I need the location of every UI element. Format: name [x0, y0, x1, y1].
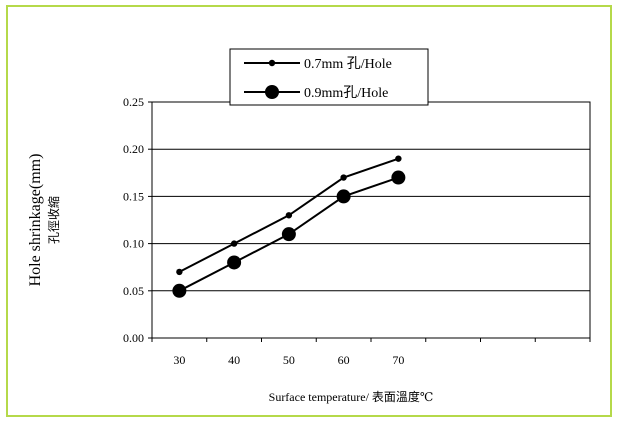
x-tick-label: 60: [338, 353, 350, 367]
line-chart: 0.00 0.05 0.10 0.15 0.20 0.25 30 40 50 60 70 Hole…: [27, 48, 591, 404]
x-tick-label: 40: [228, 353, 240, 367]
legend-marker: [265, 85, 279, 99]
y-tick-label: 0.25: [123, 95, 144, 109]
y-axis-label-secondary: 孔徑收縮: [46, 196, 61, 244]
legend-box: [229, 48, 429, 106]
y-axis-label: Hole shrinkage(mm): [27, 154, 44, 287]
data-point: [391, 170, 406, 185]
data-point: [395, 155, 402, 162]
data-point: [336, 189, 351, 204]
grid-lines: [152, 101, 590, 292]
data-point: [340, 174, 347, 181]
y-tick-label: 0.10: [123, 237, 144, 251]
y-axis-ticks: 0.00 0.05 0.10 0.15 0.20 0.25: [123, 95, 152, 345]
data-point: [230, 240, 238, 247]
legend-label: 0.7mm 孔/Hole: [304, 56, 392, 72]
series-1: [176, 155, 402, 276]
data-point: [285, 212, 293, 219]
x-tick-label: 30: [173, 353, 185, 367]
x-tick-label: 50: [283, 353, 295, 367]
legend-entry-1: 0.7mm 孔/Hole: [244, 56, 392, 72]
y-tick-label: 0.00: [123, 331, 144, 345]
legend-entry-2: 0.9mm孔/Hole: [244, 85, 388, 101]
series-2: [172, 170, 406, 298]
data-point: [281, 227, 296, 242]
legend-marker: [268, 59, 276, 67]
legend-label: 0.9mm孔/Hole: [304, 85, 388, 101]
legend: 0.7mm 孔/Hole 0.9mm孔/Hole: [229, 48, 429, 106]
y-tick-label: 0.15: [123, 189, 144, 203]
plot-area: [151, 101, 591, 339]
series-layer: [172, 155, 406, 298]
y-tick-label: 0.05: [123, 284, 144, 298]
data-point: [227, 255, 242, 270]
chart-frame: 0.00 0.05 0.10 0.15 0.20 0.25 30 40 50 60 70 Hole…: [6, 5, 612, 417]
data-point: [172, 283, 187, 298]
data-point: [176, 268, 183, 276]
x-axis-ticks: 30 40 50 60 70: [151, 338, 591, 367]
x-tick-label: 70: [392, 353, 404, 367]
x-axis-label: Surface temperature/ 表面溫度℃: [269, 389, 434, 404]
y-tick-label: 0.20: [123, 142, 144, 156]
